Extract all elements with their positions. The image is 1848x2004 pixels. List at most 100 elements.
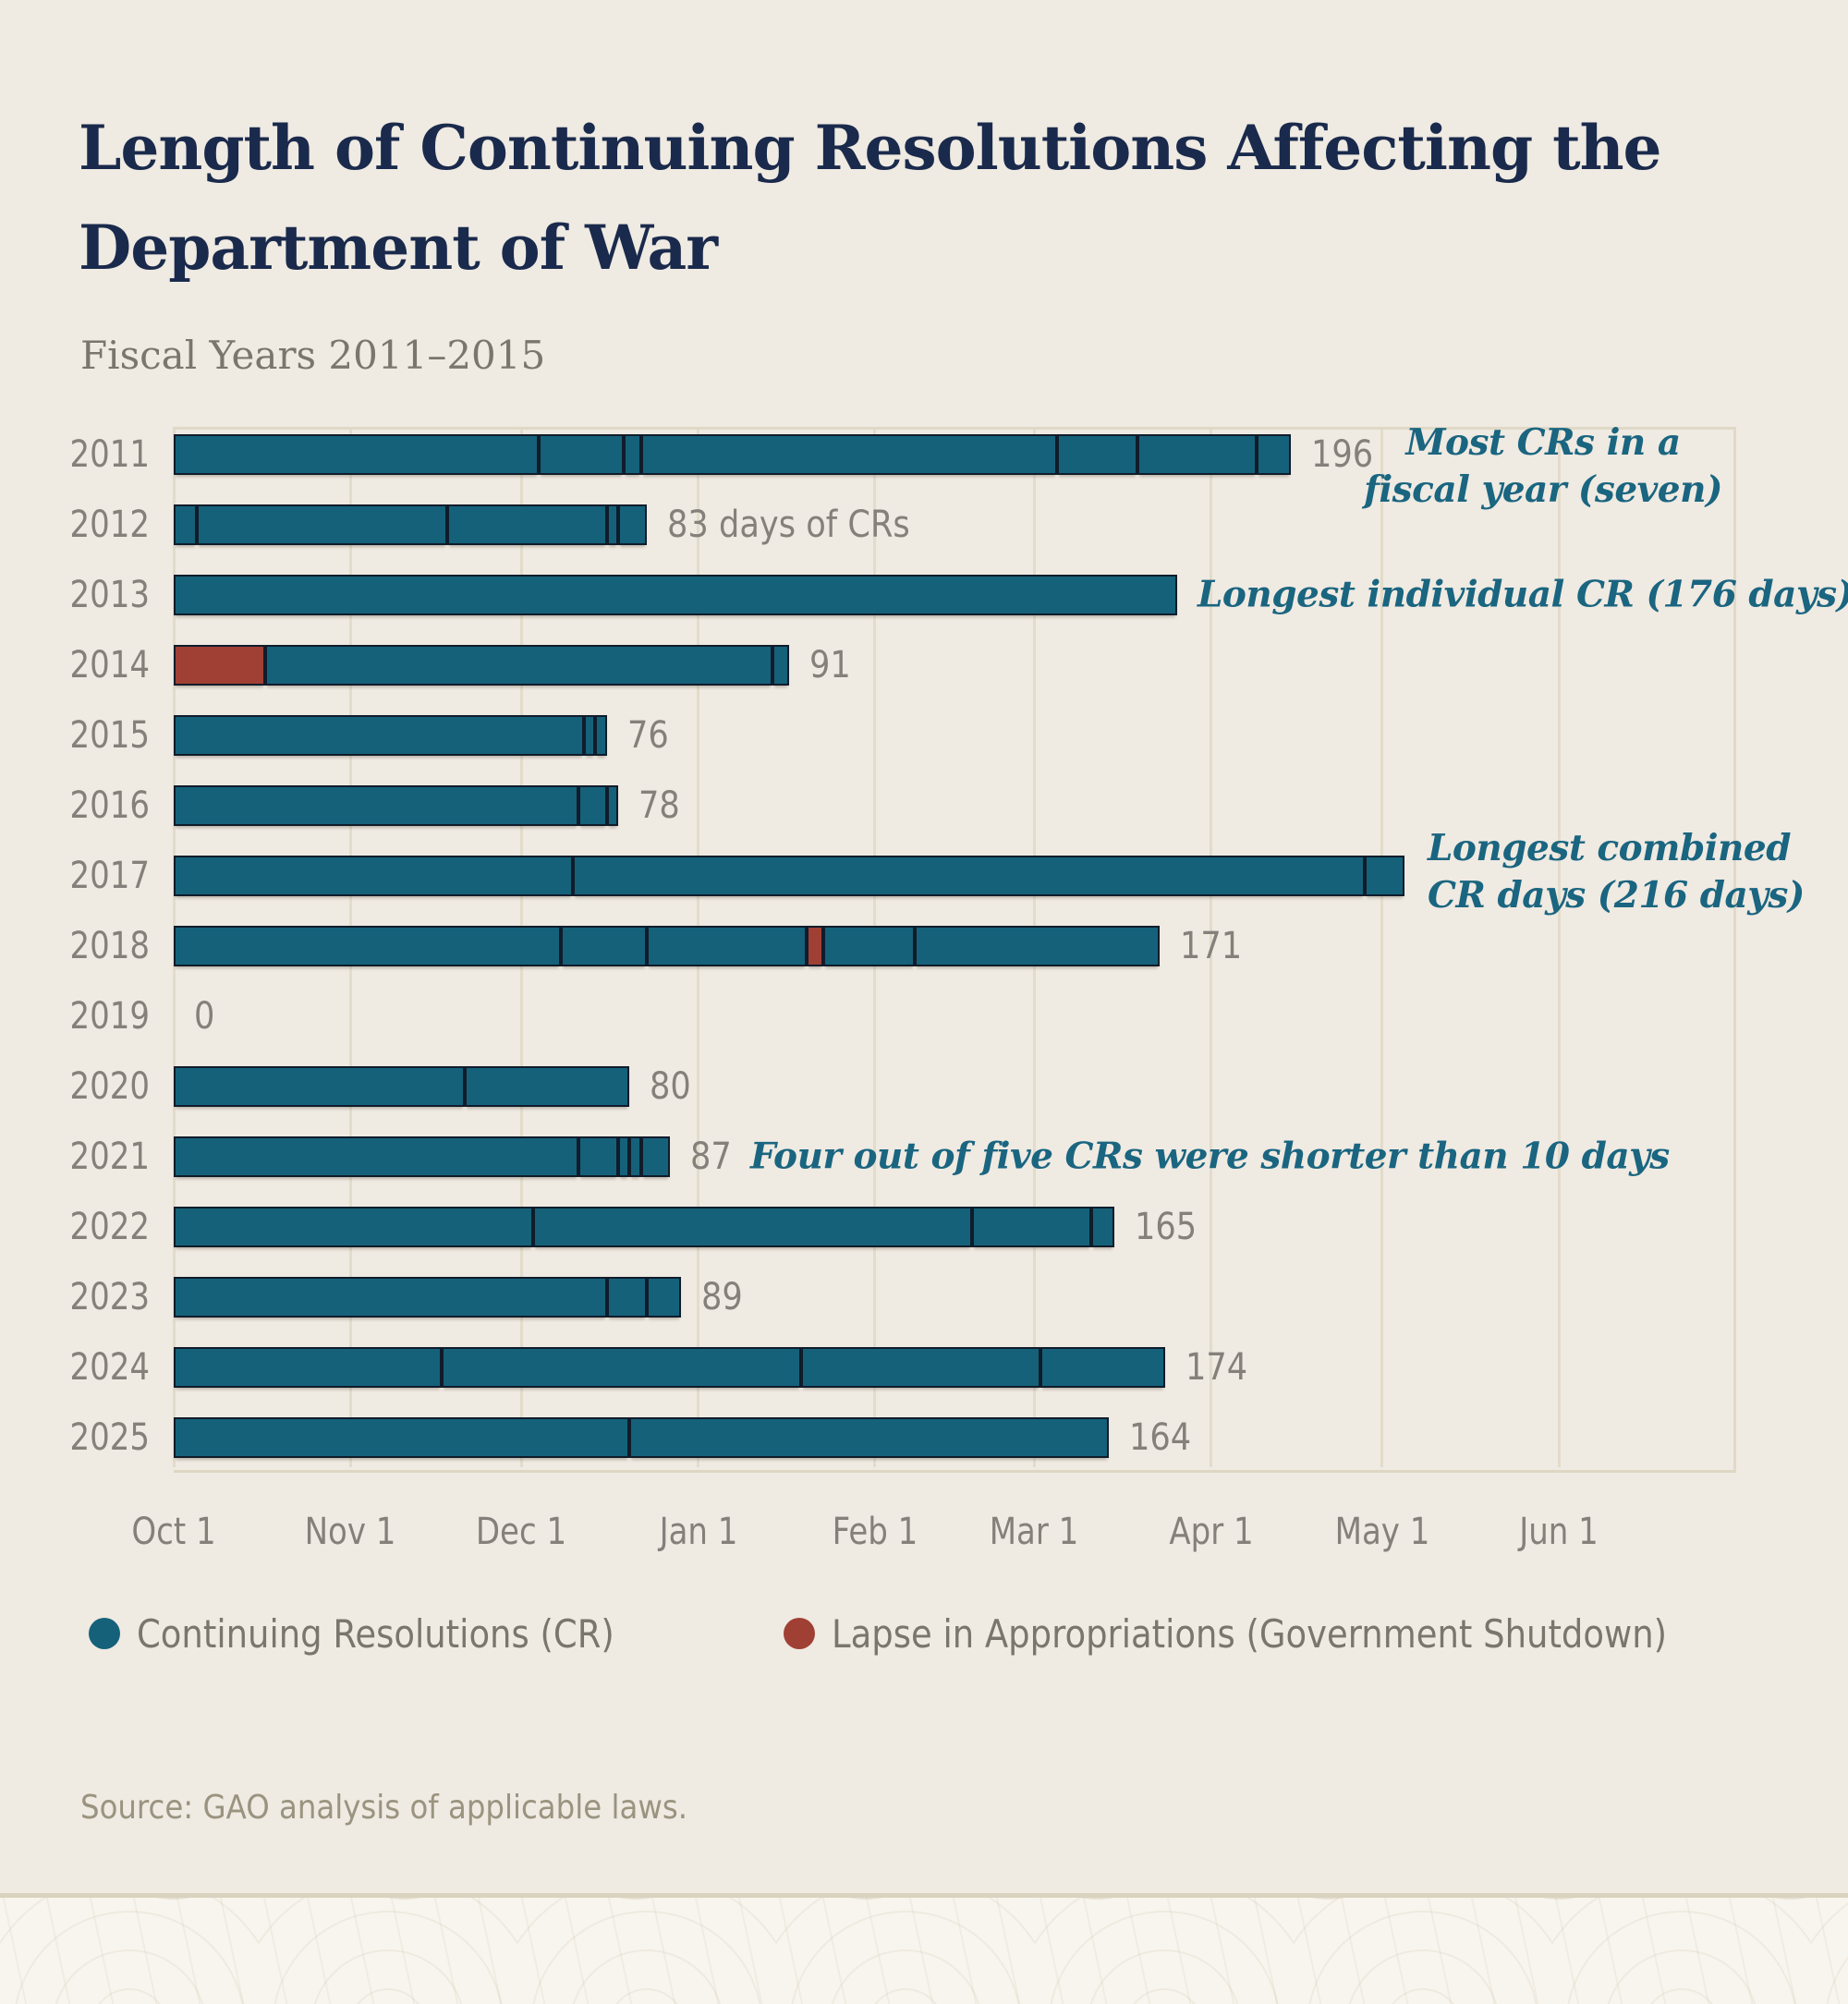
bar-value-label: 0 [194,995,215,1038]
x-axis-tick-label: Nov 1 [304,1511,396,1553]
year-label: 2023 [69,1276,150,1318]
bar-value-label: 91 [809,644,852,686]
x-axis-tick-label: Dec 1 [476,1511,567,1553]
cr-bar-segment [1040,1347,1166,1388]
x-axis-tick-label: Oct 1 [131,1511,216,1553]
bar-value-label: 78 [638,784,680,827]
cr-bar-segment [1091,1207,1114,1247]
cr-bar-segment [174,1347,442,1388]
page-title: Length of Continuing Resolutions Affecti… [79,98,1705,298]
cr-bar-segment [578,1136,619,1177]
chart-annotation: Longest combined CR days (216 days) [1428,827,1805,917]
cr-bar-segment [772,645,790,686]
cr-bar-segment [629,1136,641,1177]
month-gridline [1210,427,1213,1467]
cr-bar-segment [800,1347,1040,1388]
cr-bar-segment [174,575,1177,615]
x-axis-tick-label: Feb 1 [832,1511,918,1553]
bar-value-label: 164 [1128,1416,1191,1459]
bar-value-label: 83 days of CRs [667,504,910,546]
year-label: 2013 [69,574,150,616]
cr-bar-segment [561,926,647,966]
cr-bar-segment [174,856,573,896]
footer-band: More charts: a16z.news/subscribe A1 Z [0,1893,1848,2004]
cr-bar-segment [196,504,448,545]
bar-value-label: 76 [626,714,669,757]
cr-bar-segment [538,434,625,475]
cr-bar-segment [174,715,585,756]
year-label: 2019 [69,995,150,1038]
x-axis-tick-label: May 1 [1334,1511,1430,1553]
cr-bar-segment [647,1277,681,1318]
bar-value-label: 87 [689,1136,732,1178]
bar-value-label: 196 [1311,433,1374,476]
x-axis-tick-label: Apr 1 [1169,1511,1254,1553]
x-axis-tick-label: Jun 1 [1519,1511,1599,1553]
year-label: 2024 [69,1346,150,1389]
cr-bar-segment [606,504,619,545]
x-axis-tick-label: Mar 1 [990,1511,1079,1553]
shutdown-bar-segment [174,645,265,686]
cr-bar-segment [174,1417,630,1458]
cr-bar-segment [629,1417,1109,1458]
cr-bar-segment [640,434,1058,475]
chart-annotation: Most CRs in a fiscal year (seven) [1364,421,1722,511]
cr-bar-segment [447,504,607,545]
bar-value-label: 174 [1185,1346,1248,1389]
bar-value-label: 165 [1134,1206,1198,1248]
cr-bar-segment [595,715,607,756]
year-label: 2016 [69,784,150,827]
year-label: 2014 [69,644,150,686]
cr-bar-segment [578,785,607,826]
cr-bar-segment [174,1207,533,1247]
cr-bar-segment [572,856,1366,896]
legend-label: Continuing Resolutions (CR) [137,1610,614,1657]
cr-bar-segment [1057,434,1137,475]
plot-frame [174,427,1736,1473]
legend-item: Lapse in Appropriations (Government Shut… [784,1609,1781,1658]
cr-bar-segment [624,434,641,475]
bar-value-label: 89 [701,1276,743,1318]
cr-bar-segment [971,1207,1092,1247]
cr-bar-segment [174,504,197,545]
cr-bar-segment [618,504,647,545]
year-label: 2018 [69,925,150,967]
cr-bar-segment [606,1277,647,1318]
page-subtitle: Fiscal Years 2011–2015 [80,333,546,378]
bar-value-label: 80 [650,1065,692,1108]
cr-bar-segment [174,926,562,966]
year-label: 2025 [69,1416,150,1459]
cr-bar-segment [174,1066,465,1107]
cr-bar-segment [618,1136,630,1177]
bar-value-label: 171 [1180,925,1243,967]
cr-bar-segment [1365,856,1405,896]
year-label: 2017 [69,855,150,897]
cr-bar-segment [441,1347,801,1388]
cr-bar-segment [174,1277,607,1318]
cr-bar-segment [464,1066,630,1107]
cr-bar-segment [1137,434,1258,475]
month-gridline [1557,427,1561,1467]
legend-item: Continuing Resolutions (CR) [89,1609,679,1658]
year-label: 2012 [69,504,150,546]
year-label: 2015 [69,714,150,757]
cr-bar-segment [584,715,596,756]
year-label: 2011 [69,433,150,476]
cr-bar-segment [174,785,578,826]
page-title-line1: Length of Continuing Resolutions Affecti… [79,112,1662,185]
cr-bar-segment [174,434,539,475]
cr-bar-segment [264,645,772,686]
cr-bar-segment [1257,434,1292,475]
year-label: 2022 [69,1206,150,1248]
shutdown-legend-dot [784,1618,815,1649]
cr-bar-segment [823,926,915,966]
cr-bar-segment [647,926,807,966]
cr-legend-dot [89,1618,120,1649]
year-label: 2021 [69,1136,150,1178]
shutdown-bar-segment [806,926,824,966]
legend-label: Lapse in Appropriations (Government Shut… [832,1610,1668,1657]
source-note: Source: GAO analysis of applicable laws. [80,1789,688,1827]
month-gridline [1380,427,1384,1467]
